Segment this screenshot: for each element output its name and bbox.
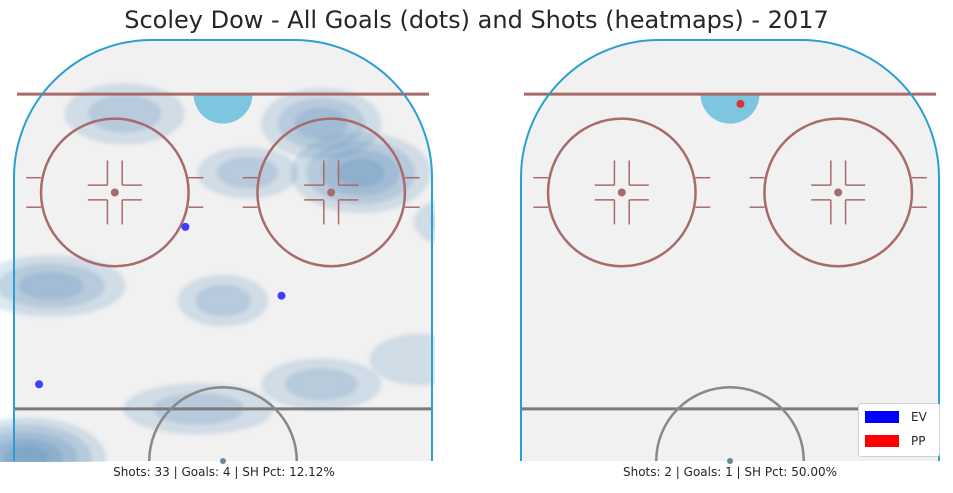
goal-dot — [35, 380, 44, 389]
faceoff-circle-right — [256, 117, 407, 268]
goal-crease — [700, 94, 760, 124]
shot-density-contour — [4, 446, 49, 462]
shot-density-contour — [75, 483, 173, 493]
rink-panel-pp — [520, 39, 940, 464]
legend: EV PP — [858, 403, 940, 457]
shot-density-contour — [414, 200, 435, 244]
faceoff-circle-left — [546, 117, 697, 268]
shot-density-contour — [285, 368, 358, 400]
legend-entry-ev: EV — [865, 409, 927, 425]
shot-density-contour — [88, 95, 161, 132]
legend-label-pp: PP — [911, 434, 926, 448]
shot-density-contour — [370, 334, 435, 385]
faceoff-dot-right — [834, 188, 843, 197]
shot-density-contour — [295, 108, 348, 139]
pp-panel-caption: Shots: 2 | Goals: 1 | SH Pct: 50.00% — [622, 465, 838, 479]
rink-boards — [520, 39, 940, 461]
faceoff-dot-left — [110, 188, 119, 197]
shot-density-contour — [18, 272, 83, 300]
ice-surface — [521, 40, 939, 461]
shot-density-contour — [337, 159, 385, 187]
rink-panel-ev — [0, 39, 435, 493]
rink-boards — [13, 39, 433, 461]
shot-density-contour — [431, 214, 435, 229]
goal-crease — [193, 94, 253, 124]
ev-panel-caption: Shots: 33 | Goals: 4 | SH Pct: 12.12% — [113, 465, 335, 479]
faceoff-circle-right — [763, 117, 914, 268]
center-circle — [654, 386, 806, 462]
faceoff-dot-right — [327, 188, 336, 197]
center-circle — [147, 386, 299, 462]
faceoff-dot-left — [617, 188, 626, 197]
legend-swatch-ev — [865, 411, 899, 423]
shot-density-contour — [217, 157, 278, 189]
faceoff-circle-left — [39, 117, 190, 268]
shot-density-contour — [195, 285, 251, 316]
goal-dot — [181, 222, 190, 231]
legend-swatch-pp — [865, 435, 899, 447]
goal-dot — [736, 99, 745, 108]
legend-entry-pp: PP — [865, 433, 925, 449]
legend-label-ev: EV — [911, 410, 927, 424]
goal-dot — [277, 291, 286, 300]
center-dot — [220, 458, 226, 464]
center-dot — [727, 458, 733, 464]
chart-title: Scoley Dow - All Goals (dots) and Shots … — [124, 6, 829, 34]
